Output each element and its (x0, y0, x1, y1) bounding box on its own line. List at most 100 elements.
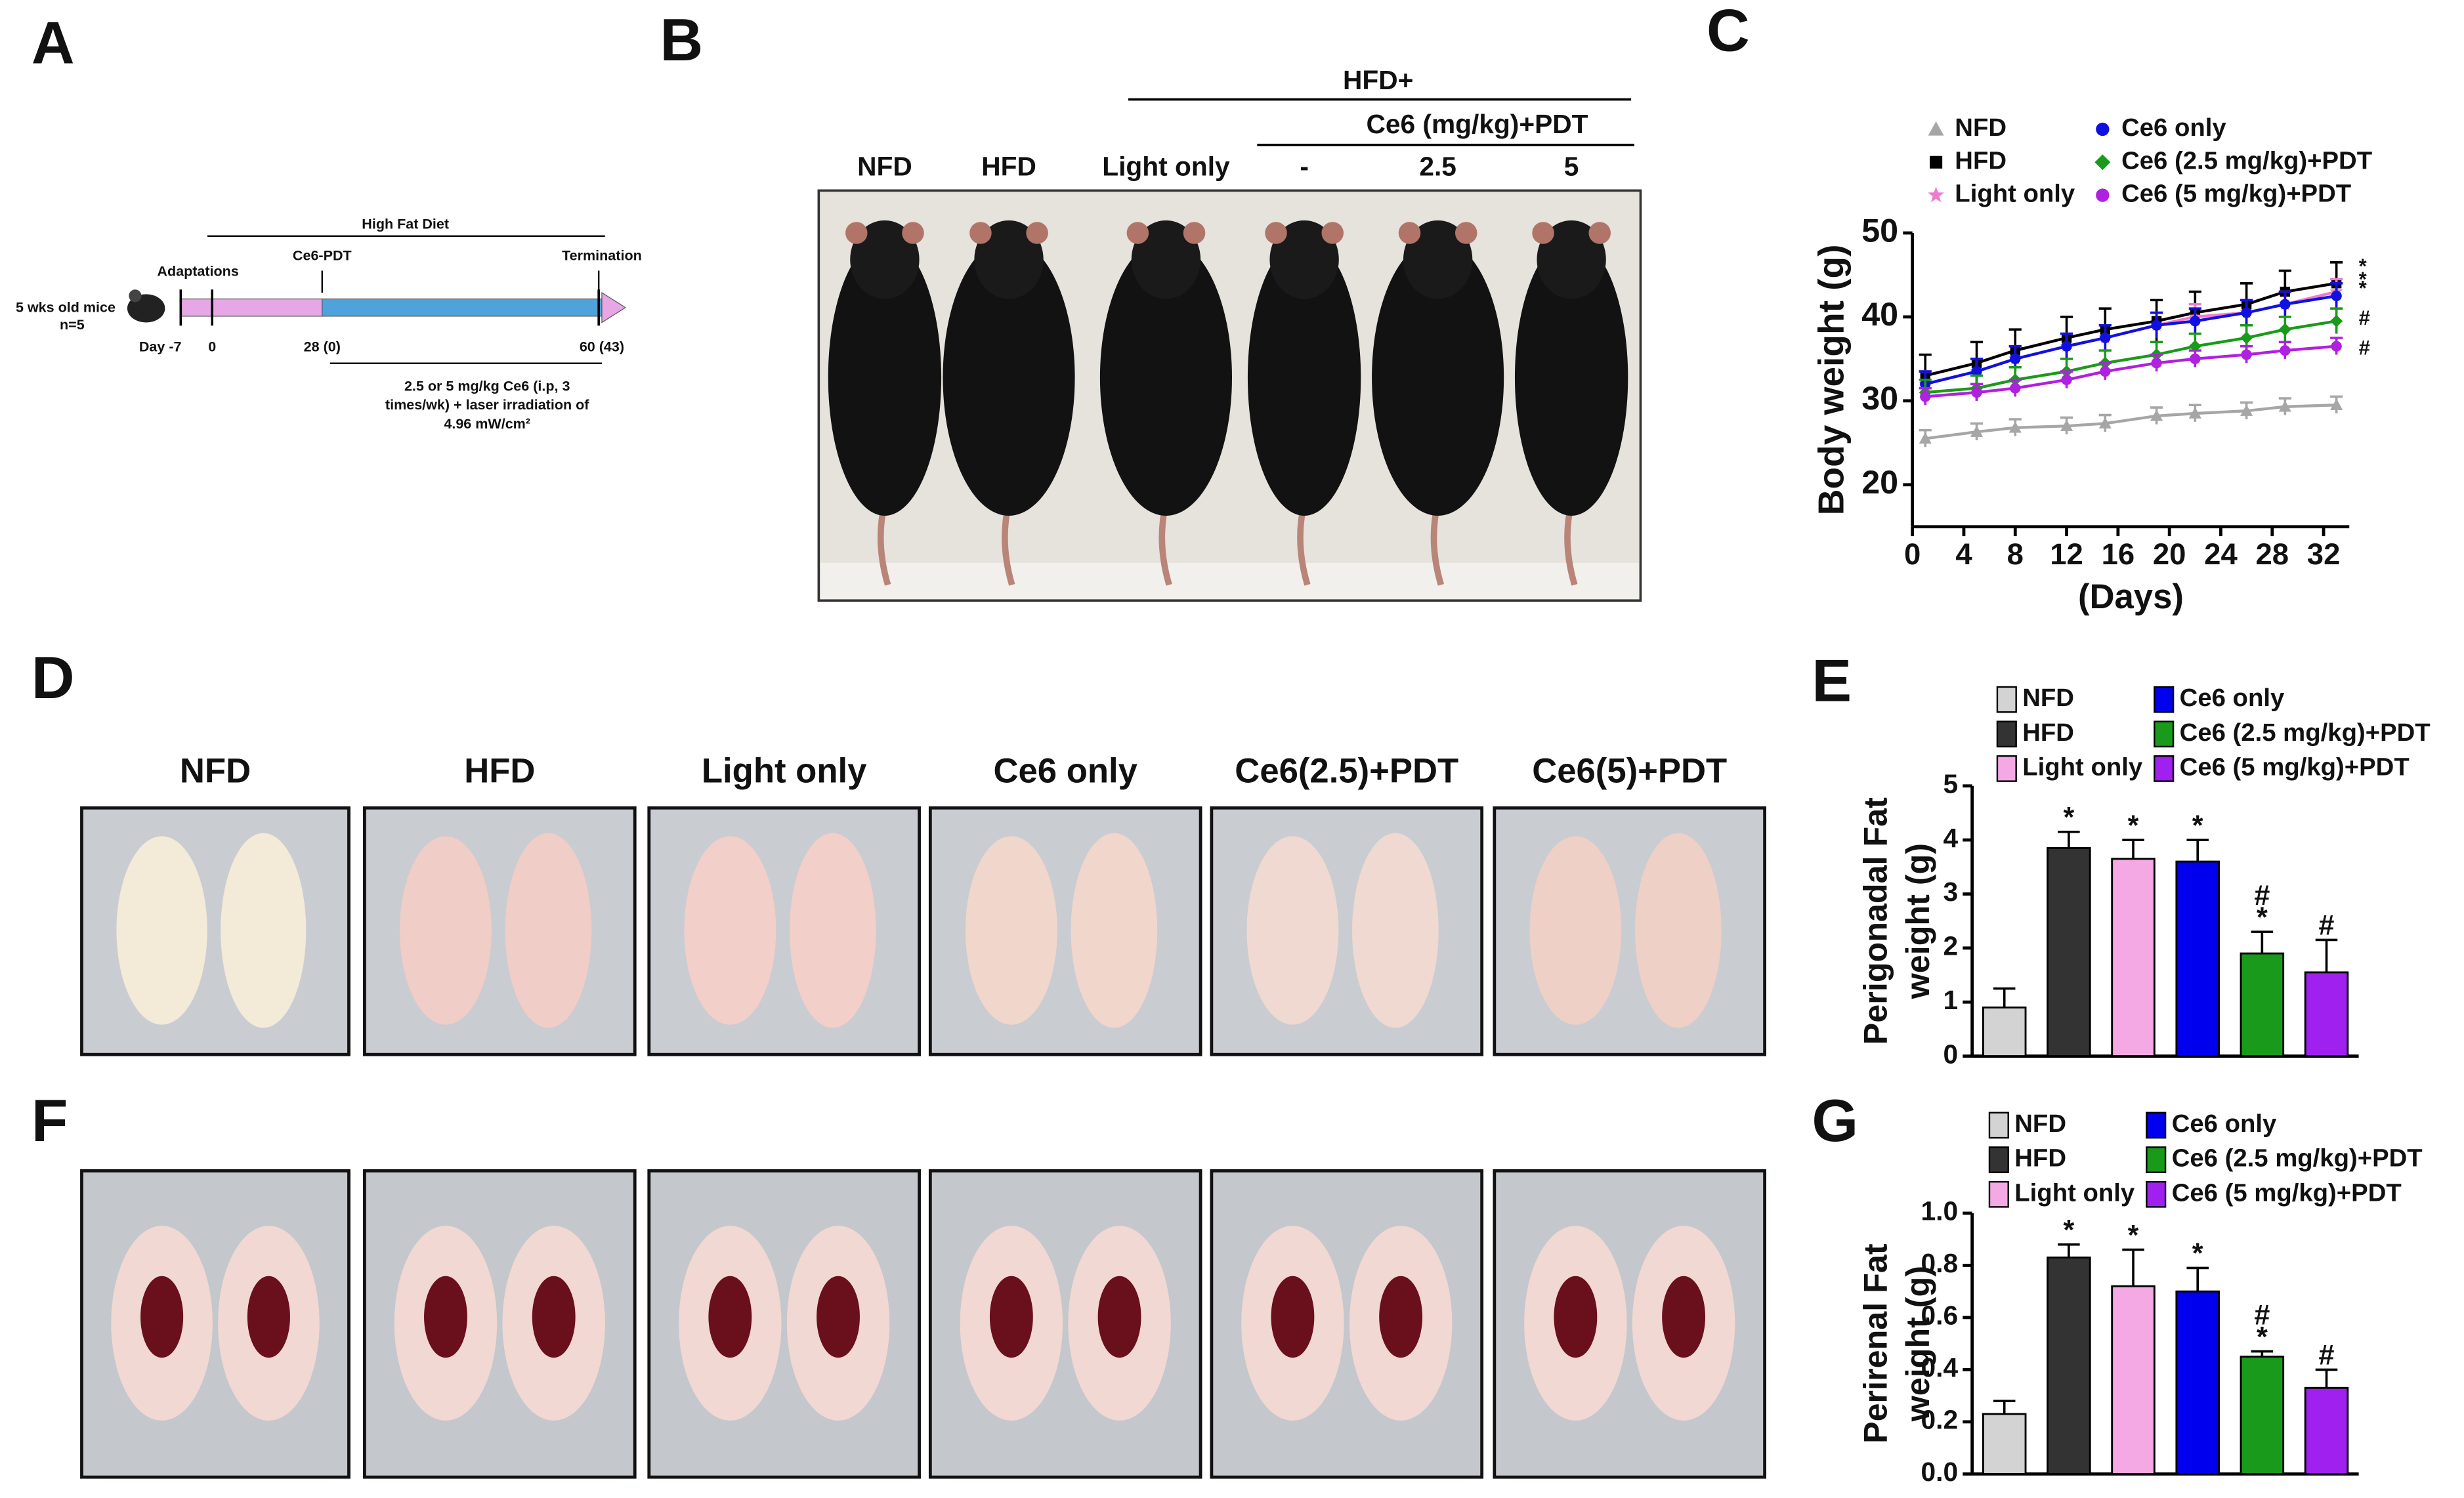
legend-label: HFD (2014, 1144, 2066, 1173)
significance: * (2359, 277, 2368, 300)
mouse-ear (1398, 222, 1421, 244)
column-label: NFD (180, 752, 251, 791)
bar (2111, 1285, 2156, 1475)
column-label: NFD (857, 152, 912, 182)
y-tick-label: 5 (1943, 769, 1958, 799)
y-tick-label: 0.2 (1921, 1405, 1959, 1435)
marker (2190, 316, 2201, 327)
series-line (1924, 281, 2337, 377)
bar (2047, 847, 2091, 1057)
mouse-ear (1265, 222, 1287, 244)
mouse-head (974, 220, 1044, 299)
legend-label: Ce6 (5 mg/kg)+PDT (2172, 1178, 2402, 1207)
timeline-text: times/wk) + laser irradiation of (385, 397, 589, 413)
legend-label: Ce6 only (2180, 684, 2285, 712)
legend-label: Ce6 (5 mg/kg)+PDT (2180, 753, 2410, 781)
bar (2304, 1386, 2349, 1475)
marker (1928, 121, 1944, 136)
bar (2175, 860, 2220, 1057)
series-line (1924, 294, 2337, 386)
y-tick-label: 3 (1943, 877, 1958, 907)
bar (1982, 1413, 2027, 1475)
x-tick-label: 28 (2255, 537, 2289, 571)
marker (2278, 323, 2291, 336)
mouse-head (1403, 220, 1473, 299)
x-tick-label: 24 (2204, 537, 2238, 571)
tissue (1071, 833, 1158, 1028)
marker (2331, 290, 2342, 302)
marker (2061, 374, 2072, 386)
mouse-ear (845, 222, 868, 244)
x-tick-label: 4 (1955, 537, 1972, 571)
legend-swatch (2154, 686, 2175, 713)
legend-swatch (2154, 720, 2175, 748)
tissue (1352, 833, 1439, 1028)
mouse-head (1131, 220, 1201, 299)
mouse-head (1537, 220, 1606, 299)
timeline-text: 5 wks old mice (16, 300, 116, 316)
panel-label: B (660, 7, 704, 73)
marker (2330, 398, 2343, 410)
tissue (965, 836, 1057, 1025)
tissue (505, 833, 592, 1028)
tissue (116, 836, 207, 1025)
panel-label: F (32, 1088, 68, 1154)
column-label: Ce6 only (993, 752, 1137, 791)
significance: * (2063, 802, 2074, 833)
marker (2188, 407, 2201, 419)
legend-label: Light only (2014, 1178, 2135, 1207)
adaptation-bar (180, 298, 323, 317)
legend-label: Ce6 (2.5 mg/kg)+PDT (2121, 146, 2372, 175)
marker (2330, 314, 2343, 327)
kidney (1554, 1276, 1598, 1358)
legend-label: NFD (2014, 1110, 2066, 1138)
significance: * (2128, 810, 2139, 841)
tissue (399, 836, 492, 1025)
marker (2241, 349, 2252, 360)
timeline-text: Ce6-PDT (293, 248, 352, 264)
significance: # (2254, 1299, 2270, 1331)
significance: # (2359, 306, 2370, 329)
y-axis-label: Perirenal Fat (1856, 1243, 1894, 1444)
y-tick-label: 2 (1943, 931, 1958, 961)
bar (2175, 1290, 2220, 1475)
timeline-text: Termination (562, 248, 642, 264)
timeline-text: High Fat Diet (362, 217, 449, 232)
marker (2280, 344, 2291, 356)
significance: # (2359, 337, 2370, 360)
marker (1919, 432, 1932, 444)
timeline-text: n=5 (60, 317, 85, 333)
tissue (789, 833, 876, 1028)
timeline: 5 wks old mice n=5 Adaptations High Fat … (16, 217, 642, 432)
legend-label: NFD (2022, 684, 2074, 712)
panel-label: G (1812, 1088, 1858, 1154)
panel-label: E (1812, 648, 1852, 715)
marker (1920, 391, 1931, 402)
x-axis-label: (Days) (2078, 577, 2184, 616)
treatment-bar (322, 298, 603, 317)
y-tick-label: 0.6 (1921, 1300, 1959, 1331)
marker (1971, 365, 1982, 377)
column-label: Ce6(2.5)+PDT (1235, 752, 1458, 791)
mouse-ear (1321, 222, 1344, 244)
marker (2010, 383, 2021, 394)
legend-swatch (2154, 755, 2175, 782)
ruler (820, 562, 1640, 599)
tissue (1246, 836, 1339, 1025)
marker (2060, 419, 2073, 431)
y-tick-label: 0.0 (1921, 1457, 1959, 1487)
legend-label: Light only (2022, 753, 2143, 781)
legend-swatch (1996, 686, 2017, 713)
legend-label: Light only (1955, 180, 2075, 208)
kidney (989, 1276, 1033, 1358)
series-line (1924, 404, 2337, 440)
mouse-ear (902, 222, 924, 244)
kidney (1271, 1276, 1315, 1358)
marker (1928, 186, 1945, 203)
marker (2096, 188, 2110, 202)
group-label: Ce6 (mg/kg)+PDT (1366, 109, 1588, 139)
y-axis-label: Perigonadal Fat (1856, 797, 1894, 1045)
legend-label: Ce6 (2.5 mg/kg)+PDT (2180, 718, 2431, 747)
